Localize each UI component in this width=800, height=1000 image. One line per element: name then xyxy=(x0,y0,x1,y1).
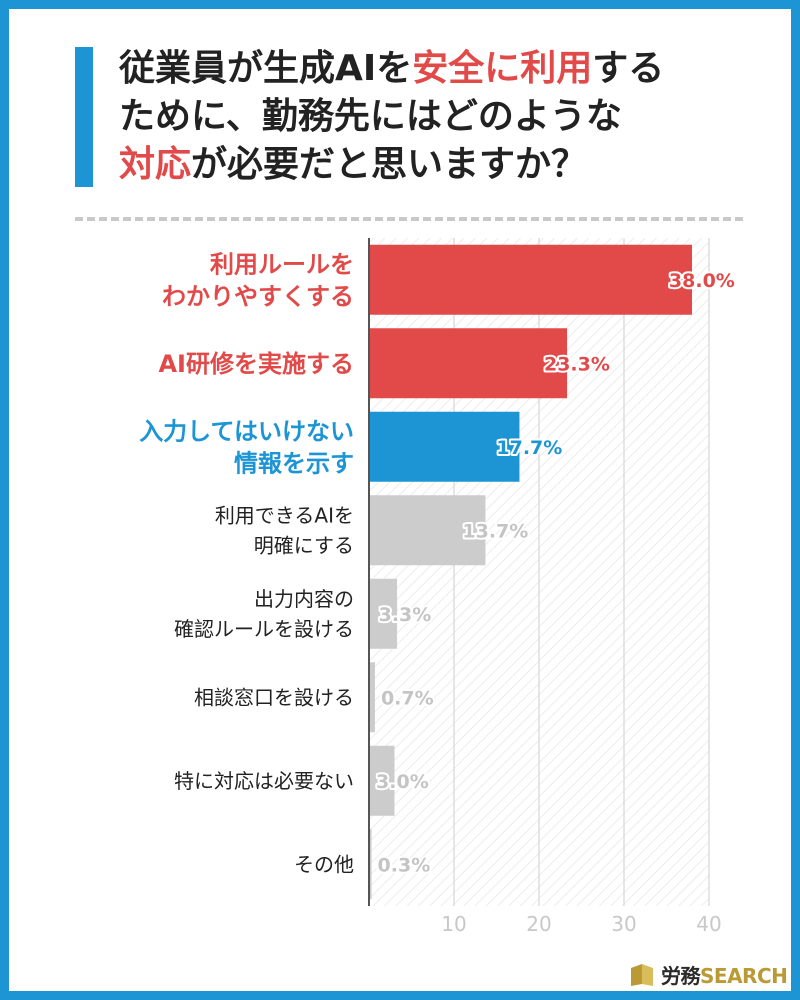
bar xyxy=(369,578,398,649)
title-line1-part1: 従業員が生成AIを xyxy=(119,48,413,89)
dashed-divider xyxy=(75,217,743,221)
value-label: 23.3% xyxy=(544,353,610,375)
category-label: 情報を示す xyxy=(234,449,354,477)
value-label: 3.0% xyxy=(376,771,429,793)
title-line3-highlight: 対応 xyxy=(119,144,192,185)
bar xyxy=(369,411,520,482)
category-label: 出力内容の xyxy=(254,587,354,611)
bar xyxy=(369,662,375,733)
title-line3-part: が必要だと思いますか？ xyxy=(191,144,588,185)
category-label: わかりやすくする xyxy=(162,282,354,310)
logo-book-icon xyxy=(631,964,653,986)
category-label: 特に対応は必要ない xyxy=(174,769,354,793)
bar xyxy=(369,829,372,900)
x-tick-label: 20 xyxy=(526,912,551,936)
logo-text-roumu: 労務 xyxy=(661,963,701,988)
chart-value-labels: 38.0% 23.3% 17.7% 13.7% 3.3% 0.7% 3.0% 0.3% xyxy=(374,268,737,879)
bar xyxy=(369,328,568,399)
title-accent-bar xyxy=(75,47,93,187)
value-label: 3.3% xyxy=(379,604,432,626)
brand-logo: 労務SEARCH xyxy=(629,959,788,989)
value-label: 17.7% xyxy=(496,437,562,459)
bar xyxy=(369,495,486,566)
category-label: 利用ルールを xyxy=(210,250,354,278)
category-label: 入力してはいけない xyxy=(139,417,354,445)
title-line1-highlight: 安全に利用 xyxy=(412,48,593,89)
title-line2: ために、勤務先にはどのような xyxy=(119,96,622,137)
value-label: 38.0% xyxy=(669,270,735,292)
x-tick-label: 10 xyxy=(441,912,466,936)
category-label: 相談窓口を設ける xyxy=(194,685,354,709)
value-label: 13.7% xyxy=(462,520,528,542)
chart-x-tick-labels: 10 20 30 40 xyxy=(441,912,721,936)
bar xyxy=(369,745,395,816)
logo-text-search: SEARCH xyxy=(700,963,788,988)
category-label: 利用できるAIを xyxy=(215,503,354,527)
chart-bars xyxy=(369,244,692,900)
bar xyxy=(369,244,692,315)
value-label: 0.7% xyxy=(381,687,434,709)
x-tick-label: 30 xyxy=(611,912,636,936)
x-tick-label: 40 xyxy=(696,912,721,936)
title-line1-part2: する xyxy=(592,48,665,89)
category-label: 確認ルールを設ける xyxy=(174,617,354,641)
category-label: AI研修を実施する xyxy=(158,350,354,378)
category-label: その他 xyxy=(294,852,354,876)
chart-title: 従業員が生成AIを安全に利用する ために、勤務先にはどのような 対応が必要だと思… xyxy=(119,45,759,189)
value-label: 0.3% xyxy=(378,854,431,876)
category-label: 明確にする xyxy=(254,533,354,557)
